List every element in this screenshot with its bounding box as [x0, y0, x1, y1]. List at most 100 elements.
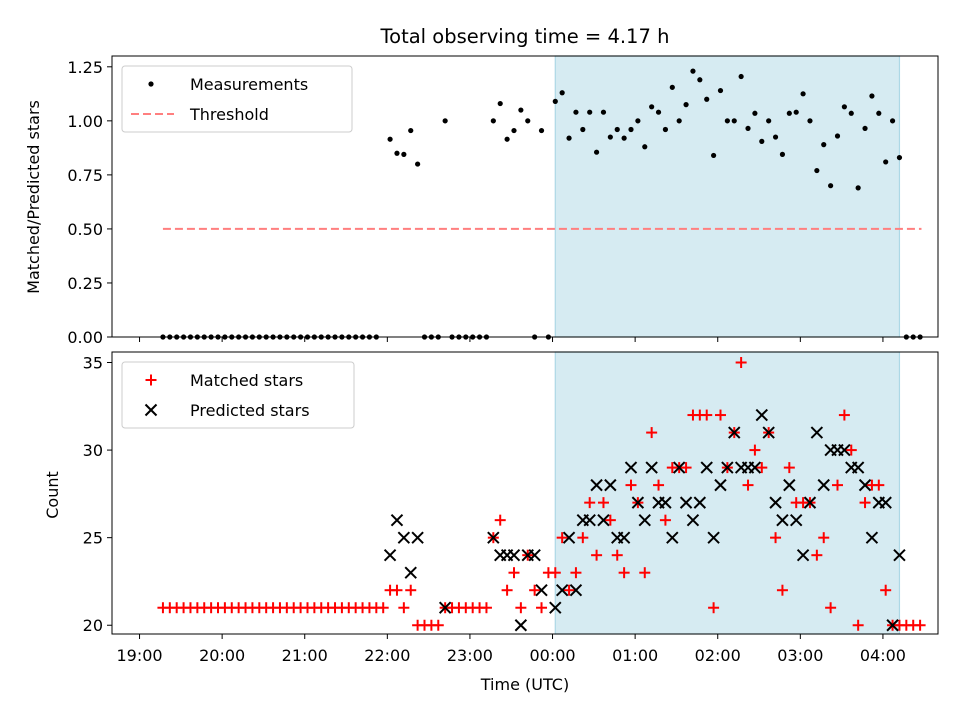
predicted-star-point	[617, 531, 631, 544]
predicted-star-stroke	[700, 461, 713, 474]
measurement-point	[662, 126, 669, 133]
matched-star-point	[563, 584, 575, 596]
x-tick-label: 21:00	[282, 646, 328, 665]
x-tick-label: 03:00	[777, 646, 823, 665]
measurement-point	[869, 93, 875, 99]
predicted-star-stroke	[762, 426, 775, 439]
top-y-tick-label: 0.25	[67, 274, 103, 293]
predicted-star-point	[693, 496, 707, 509]
matched-star-point	[852, 619, 864, 631]
matched-star-point	[838, 409, 850, 421]
bottom-y-tick-label: 20	[83, 616, 103, 635]
bottom-y-tick-label: 30	[83, 441, 103, 460]
measurement-point	[704, 96, 710, 102]
top-y-tick-label: 0.00	[67, 328, 103, 347]
matched-star-point	[508, 567, 520, 579]
predicted-star-stroke	[659, 496, 672, 509]
predicted-star-stroke	[686, 513, 700, 527]
predicted-star-point	[404, 566, 417, 579]
predicted-star-stroke	[886, 619, 899, 632]
predicted-star-point	[728, 426, 741, 439]
predicted-star-stroke	[590, 478, 603, 492]
measurement-point	[738, 73, 744, 80]
matched-star-point	[480, 602, 492, 614]
matched-star-point	[659, 514, 671, 526]
legend-measurements-label: Measurements	[190, 75, 308, 94]
matched-star-point	[873, 479, 885, 491]
predicted-star-point	[390, 513, 404, 527]
matched-star-point	[639, 567, 651, 579]
predicted-star-stroke	[666, 531, 679, 544]
measurement-point	[442, 118, 448, 124]
matched-star-point	[577, 532, 589, 544]
predicted-star-stroke	[858, 478, 872, 492]
predicted-star-point	[562, 531, 576, 544]
predicted-star-point	[638, 513, 651, 527]
matched-star-point	[783, 462, 795, 474]
predicted-star-point	[555, 584, 569, 597]
measurement-point	[793, 109, 799, 115]
predicted-star-stroke	[549, 601, 562, 614]
top-legend: Measurements Threshold	[121, 65, 353, 133]
matched-star-point	[591, 549, 603, 561]
measurement-point	[504, 136, 510, 142]
measurement-point	[690, 68, 696, 74]
measurement-point	[697, 77, 703, 83]
measurement-point	[593, 149, 600, 155]
measurement-point	[635, 118, 641, 124]
predicted-star-point	[686, 513, 700, 527]
top-axis-ticks: 0.00 0.25 0.50 0.75 1.00 1.25	[67, 58, 884, 347]
top-legend-box	[121, 65, 353, 133]
predicted-star-stroke	[631, 496, 645, 509]
matched-star-point	[432, 619, 444, 631]
matched-star-point	[398, 602, 410, 614]
predicted-star-point	[666, 531, 679, 544]
predicted-star-stroke	[721, 461, 734, 474]
measurement-point	[518, 107, 524, 113]
matched-star-point	[536, 602, 548, 614]
top-axes-frame	[111, 55, 939, 338]
measurement-point	[786, 110, 792, 116]
predicted-star-point	[707, 531, 720, 544]
predicted-star-stroke	[397, 531, 411, 544]
measurement-point	[621, 135, 627, 141]
measurement-point	[814, 167, 820, 174]
bottom-legend-box	[121, 361, 355, 429]
measurement-point	[490, 118, 496, 124]
matched-star-point	[859, 497, 871, 509]
matched-star-point	[680, 462, 692, 474]
predicted-star-stroke	[783, 478, 796, 492]
predicted-star-stroke	[604, 478, 617, 492]
predicted-star-stroke	[638, 513, 651, 527]
predicted-star-stroke	[507, 548, 521, 562]
measurement-point	[759, 138, 765, 144]
predicted-star-stroke	[755, 408, 768, 422]
measurement-point	[600, 109, 607, 115]
measurement-point	[828, 183, 834, 189]
predicted-star-stroke	[838, 443, 851, 457]
predicted-star-stroke	[776, 513, 789, 527]
measurement-point	[497, 100, 503, 107]
predicted-star-point	[893, 548, 906, 562]
matched-star-point	[501, 584, 513, 596]
predicted-star-stroke	[769, 496, 782, 509]
measurement-point	[669, 84, 675, 90]
predicted-star-point	[789, 513, 803, 527]
predicted-star-stroke	[562, 531, 576, 544]
predicted-star-point	[851, 461, 865, 474]
matched-star-points	[157, 357, 926, 631]
matched-star-point	[845, 444, 857, 456]
measurement-point	[607, 134, 613, 140]
bottom-legend: Matched stars Predicted stars	[121, 361, 355, 429]
bottom-y-tick-label: 25	[83, 529, 103, 548]
predicted-star-point	[438, 601, 452, 614]
predicted-star-point	[714, 478, 727, 492]
measurement-point	[855, 185, 861, 191]
matched-star-point	[811, 549, 823, 561]
predicted-star-point	[569, 584, 583, 597]
matched-star-point	[529, 584, 541, 596]
legend-matched-marker	[145, 374, 157, 386]
predicted-star-point	[783, 478, 796, 492]
measurement-points	[160, 68, 923, 340]
